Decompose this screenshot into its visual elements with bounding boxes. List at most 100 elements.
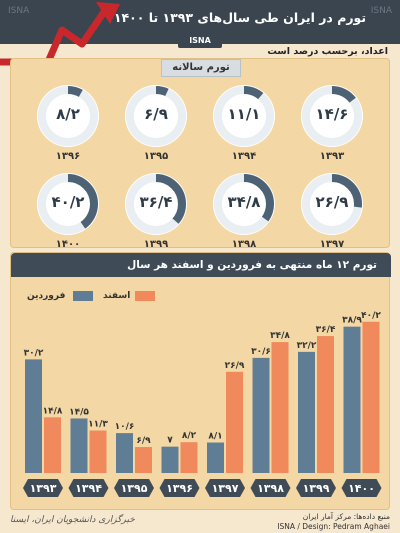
donut-background <box>37 173 99 235</box>
year-tag-label: ۱۳۹۷ <box>212 482 239 495</box>
year-tag <box>205 479 245 497</box>
donut-arc <box>302 174 362 234</box>
bar-esfand <box>135 447 152 473</box>
bar-value-label: ۷ <box>167 436 173 446</box>
donut-arc <box>38 174 98 234</box>
unit-note: اعداد، برحسب درصد است <box>267 46 388 57</box>
year-tag-label: ۱۳۹۸ <box>257 482 284 495</box>
year-tag-label: ۱۳۹۹ <box>303 482 330 495</box>
legend-swatch-esfand <box>135 291 155 301</box>
bar-value-label: ۴۰/۲ <box>361 311 381 321</box>
donut-background <box>213 173 275 235</box>
bar-esfand <box>44 417 61 473</box>
donut-value-label: ۱۱/۱ <box>227 105 261 123</box>
donut-value-label: ۱۴/۶ <box>315 105 349 123</box>
bar-value-label: ۸/۲ <box>182 431 197 441</box>
year-tag <box>23 479 63 497</box>
donut-6: ۳۴/۸ <box>211 171 277 237</box>
footer-credit: ISNA / Design: Pedram Aghaei <box>277 522 390 531</box>
donut-value-label: ۳۴/۸ <box>227 193 261 211</box>
donut-value-label: ۴۰/۲ <box>51 193 85 211</box>
watermark-left: ISNA <box>8 6 30 16</box>
bar-farvardin <box>161 446 179 473</box>
legend-label-esfand: اسفند <box>103 291 131 301</box>
year-tag-label: ۱۳۹۶ <box>166 482 193 495</box>
bar-value-label: ۳۴/۸ <box>270 331 290 341</box>
donut-7: ۳۶/۴ <box>123 171 189 237</box>
year-tag <box>114 479 154 497</box>
bar-value-label: ۱۴/۵ <box>69 407 89 417</box>
year-tag <box>250 479 291 497</box>
donut-4: ۸/۲ <box>35 83 101 149</box>
donut-year-label: ۱۳۹۷ <box>319 239 345 250</box>
bar-esfand <box>317 336 334 473</box>
bar-esfand <box>226 371 243 473</box>
bar-value-label: ۶/۹ <box>136 436 151 446</box>
donut-arc <box>38 86 98 146</box>
footer-credits: منبع داده‌ها: مرکز آمار ایران ISNA / Des… <box>277 512 390 532</box>
agency-tab: ISNA <box>178 34 222 48</box>
donut-year-label: ۱۳۹۴ <box>231 151 257 162</box>
bar-farvardin <box>70 418 88 473</box>
legend-label-farvardin: فروردین <box>27 291 66 301</box>
bar-esfand <box>180 442 198 473</box>
donut-8: ۴۰/۲ <box>35 171 101 237</box>
annual-panel: تورم سالانه ۱۴/۶ ۱۳۹۳ ۱۱/۱ ۱۳۹۴ ۶/۹ ۱۳۹۵ ۸/۲ ۱۳… <box>10 58 390 250</box>
donut-background <box>301 85 363 147</box>
donut-arc <box>214 174 274 234</box>
year-tag <box>68 479 109 497</box>
bar-value-label: ۳۰/۲ <box>24 348 44 358</box>
bar-value-label: ۱۰/۶ <box>115 422 135 432</box>
bar-farvardin <box>207 442 224 473</box>
monthly-panel: تورم ۱۲ ماه منتهی به فروردین و اسفند هر … <box>10 252 391 510</box>
donut-background <box>125 173 187 235</box>
footer-source: منبع داده‌ها: مرکز آمار ایران <box>302 512 390 521</box>
donut-3: ۶/۹ <box>123 83 189 149</box>
bar-value-label: ۱۴/۸ <box>43 406 63 416</box>
legend-swatch-farvardin <box>73 291 93 301</box>
watermark-right: ISNA <box>370 6 392 16</box>
donut-arc <box>214 86 274 146</box>
bar-esfand <box>362 321 380 473</box>
bar-esfand <box>271 342 289 473</box>
bar-farvardin <box>343 326 361 473</box>
donut-arc <box>126 174 186 234</box>
year-tag <box>159 479 200 497</box>
bar-farvardin <box>252 357 270 473</box>
donut-year-label: ۱۳۹۸ <box>231 239 257 250</box>
donut-background <box>37 85 99 147</box>
bar-value-label: ۲۶/۹ <box>225 361 245 371</box>
bar-value-label: ۳۸/۹ <box>342 316 362 326</box>
donut-year-label: ۱۳۹۵ <box>143 151 169 162</box>
year-tag-label: ۱۳۹۵ <box>121 482 148 495</box>
donut-year-label: ۱۳۹۶ <box>55 151 81 162</box>
donut-year-label: ۱۳۹۳ <box>319 151 345 162</box>
donut-value-label: ۲۶/۹ <box>315 193 349 211</box>
bar-farvardin <box>298 351 315 473</box>
donut-value-label: ۶/۹ <box>144 105 168 123</box>
donut-value-label: ۳۶/۴ <box>139 193 173 211</box>
bar-value-label: ۳۲/۲ <box>297 341 317 351</box>
donut-background <box>125 85 187 147</box>
bar-value-label: ۳۰/۶ <box>251 347 271 357</box>
bar-value-label: ۸/۱ <box>208 432 222 442</box>
donut-arc <box>302 86 362 146</box>
donut-5: ۲۶/۹ <box>299 171 365 237</box>
bar-chart: ۳۰/۲ ۱۴/۸ ۱۳۹۳ ۱۴/۵ ۱۱/۳ ۱۳۹۴ ۱۰/۶۶/۹ ۱۳۹۵ ۷ ۸/۲ ۱… <box>23 311 382 497</box>
year-tag-label: ۱۴۰۰ <box>348 482 375 495</box>
donut-1: ۱۴/۶ <box>299 83 365 149</box>
page-title: تورم در ایران طی سال‌های ۱۳۹۳ تا ۱۴۰۰ <box>113 10 367 25</box>
donut-background <box>301 173 363 235</box>
bar-farvardin <box>116 433 133 473</box>
annual-panel-label: تورم سالانه <box>161 59 241 77</box>
donut-background <box>213 85 275 147</box>
year-tag-label: ۱۳۹۴ <box>75 482 102 495</box>
bar-farvardin <box>25 359 42 473</box>
monthly-panel-title: تورم ۱۲ ماه منتهی به فروردین و اسفند هر … <box>11 253 391 277</box>
donut-value-label: ۸/۲ <box>56 105 80 123</box>
bar-esfand <box>89 430 107 473</box>
bar-value-label: ۳۶/۴ <box>316 325 336 335</box>
donut-arc <box>126 86 186 146</box>
donut-2: ۱۱/۱ <box>211 83 277 149</box>
